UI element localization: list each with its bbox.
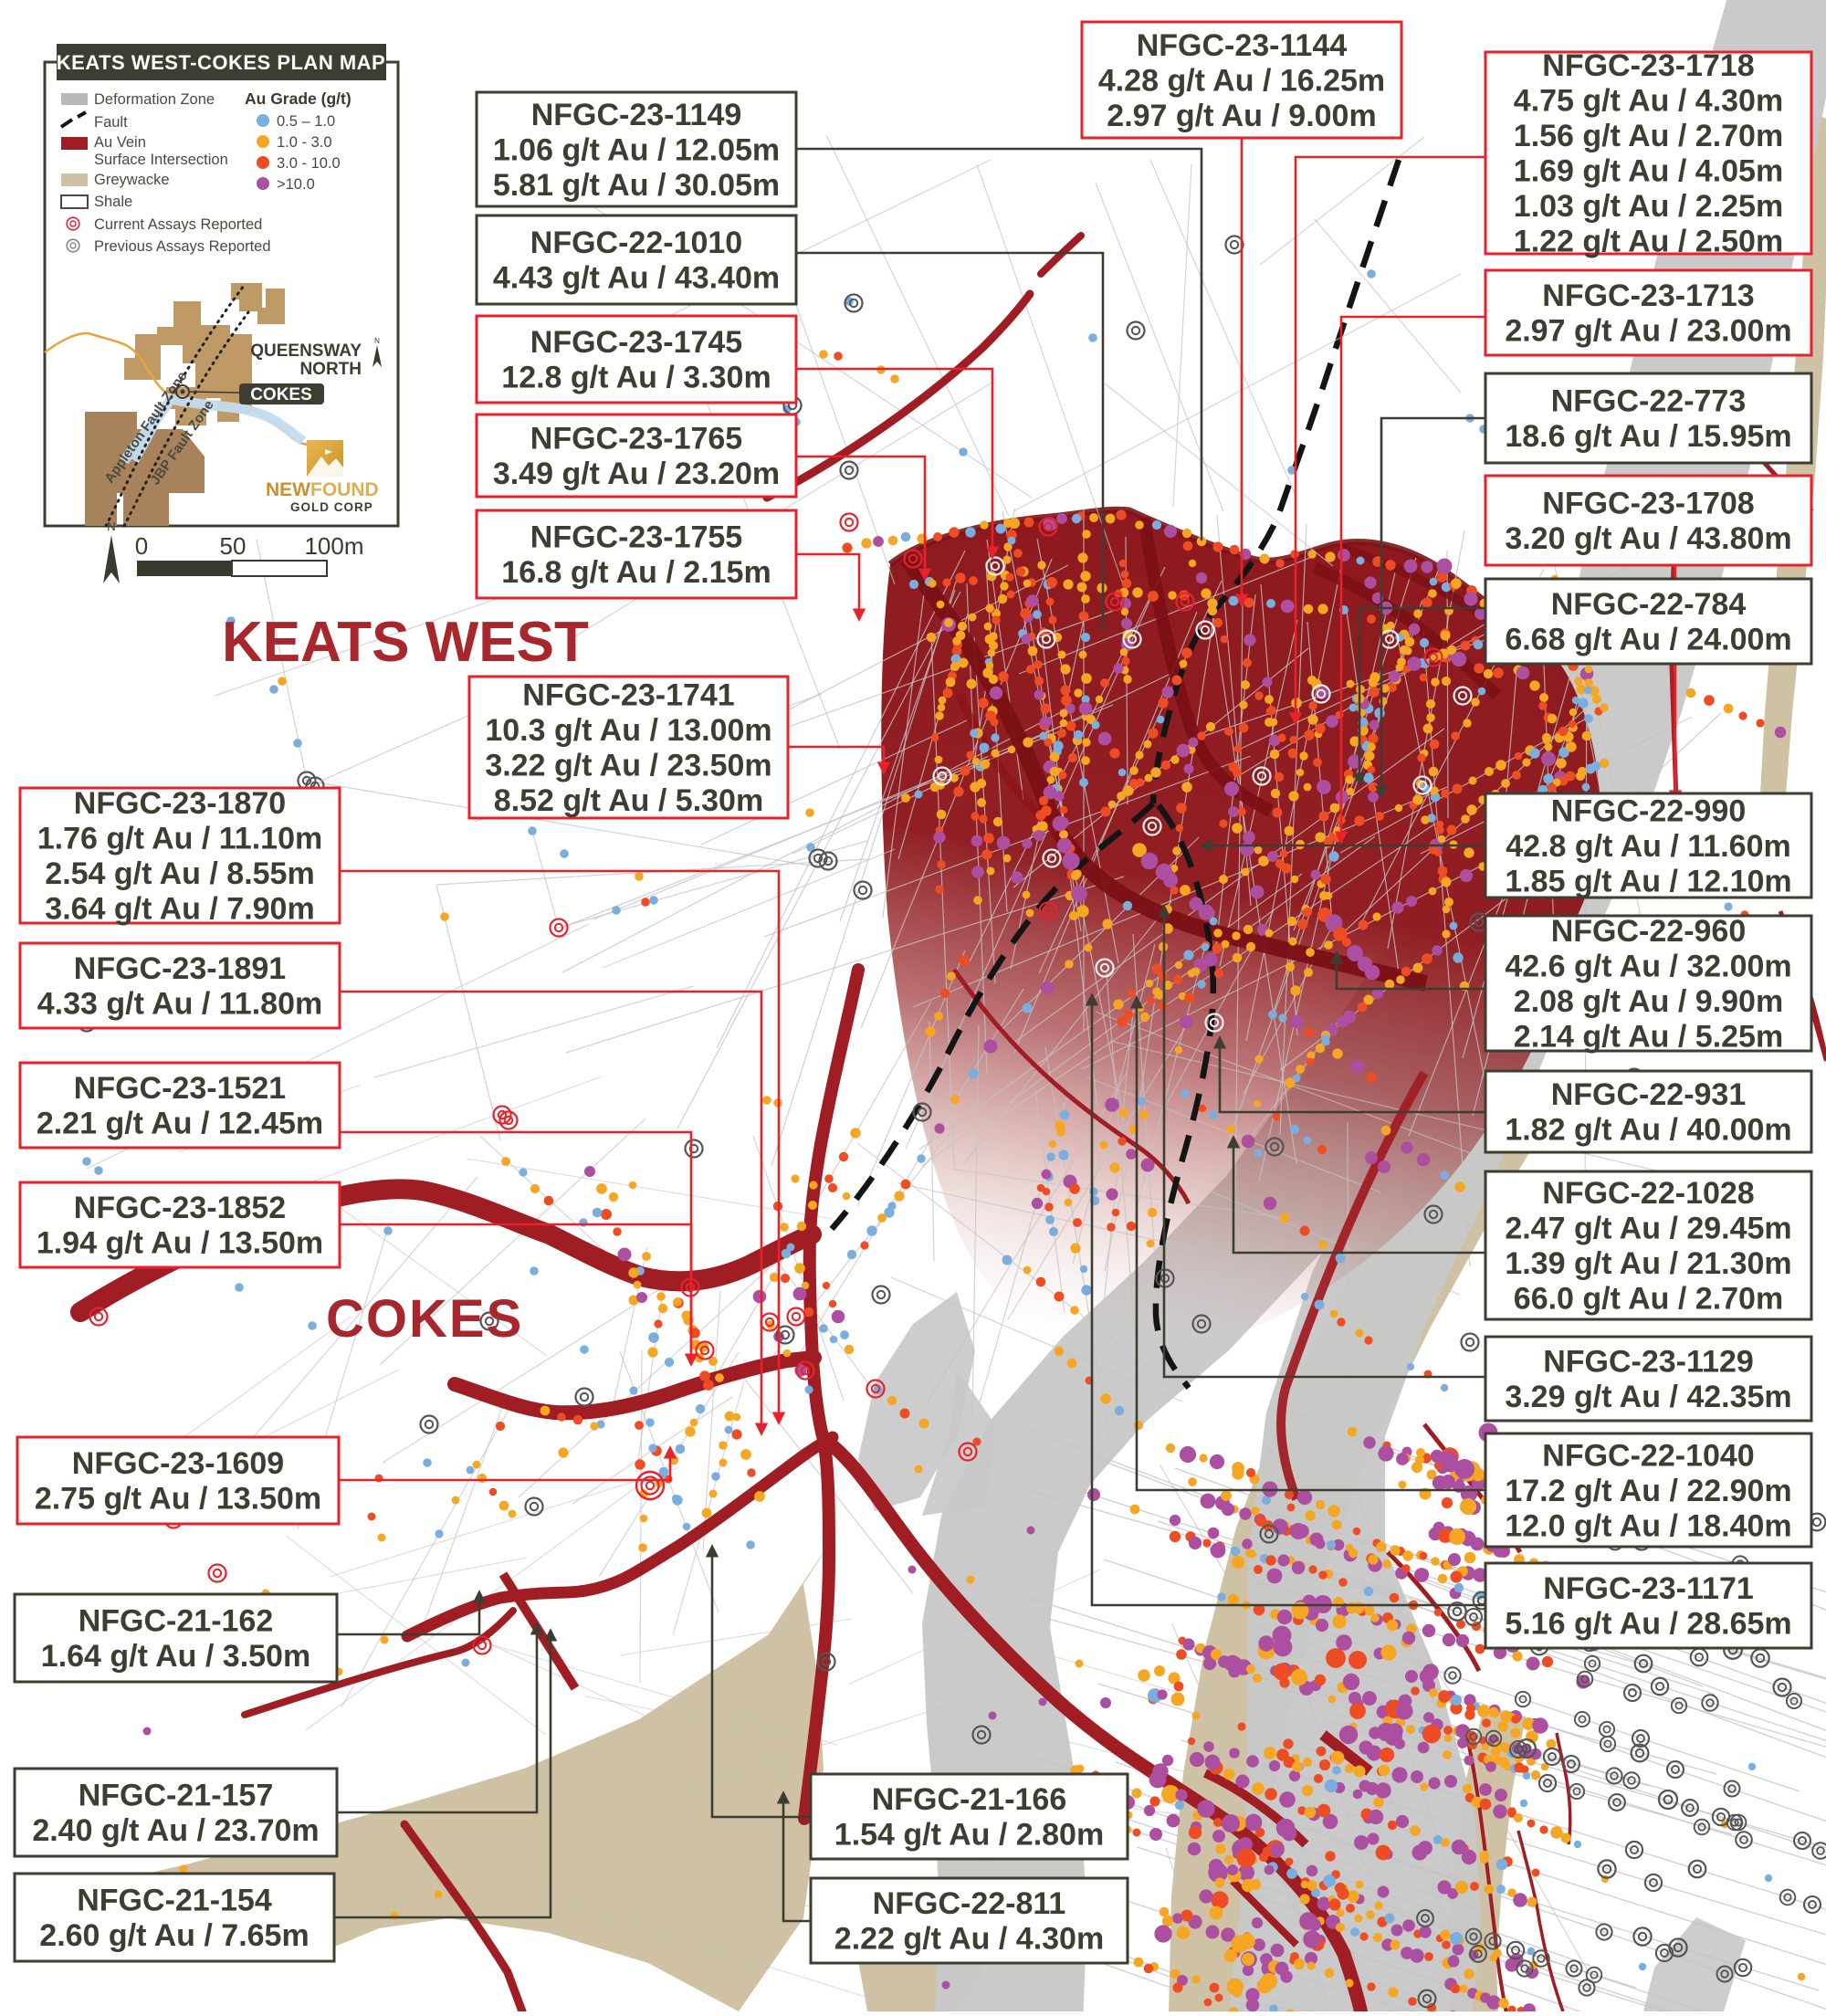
svg-text:Previous Assays Reported: Previous Assays Reported: [94, 238, 271, 255]
svg-text:GOLD CORP: GOLD CORP: [290, 500, 373, 514]
svg-text:Greywacke: Greywacke: [94, 172, 170, 188]
svg-text:Shale: Shale: [94, 194, 132, 210]
svg-text:Au Vein: Au Vein: [94, 134, 146, 151]
svg-text:Fault: Fault: [94, 114, 128, 131]
svg-text:COKES: COKES: [326, 1289, 523, 1349]
svg-text:100m: 100m: [304, 532, 363, 560]
svg-text:Current Assays Reported: Current Assays Reported: [94, 216, 262, 233]
svg-text:Au Grade (g/t): Au Grade (g/t): [245, 89, 352, 108]
svg-text:Surface Intersection: Surface Intersection: [94, 152, 228, 168]
svg-text:NEWFOUND: NEWFOUND: [266, 479, 379, 500]
svg-text:N: N: [374, 337, 380, 345]
svg-text:COKES: COKES: [250, 385, 312, 404]
svg-text:>10.0: >10.0: [277, 176, 315, 193]
svg-text:NORTH: NORTH: [299, 360, 362, 379]
svg-text:50: 50: [220, 532, 247, 560]
svg-text:1.0 - 3.0: 1.0 - 3.0: [277, 134, 332, 151]
svg-text:0: 0: [135, 532, 148, 560]
svg-text:3.0 - 10.0: 3.0 - 10.0: [277, 155, 341, 172]
svg-text:QUEENSWAY: QUEENSWAY: [250, 341, 362, 361]
svg-text:KEATS WEST-COKES PLAN MAP: KEATS WEST-COKES PLAN MAP: [57, 51, 385, 74]
svg-text:0.5 – 1.0: 0.5 – 1.0: [277, 113, 335, 130]
svg-text:N: N: [107, 520, 115, 533]
svg-text:Deformation Zone: Deformation Zone: [94, 91, 215, 108]
svg-text:KEATS WEST: KEATS WEST: [222, 611, 589, 674]
